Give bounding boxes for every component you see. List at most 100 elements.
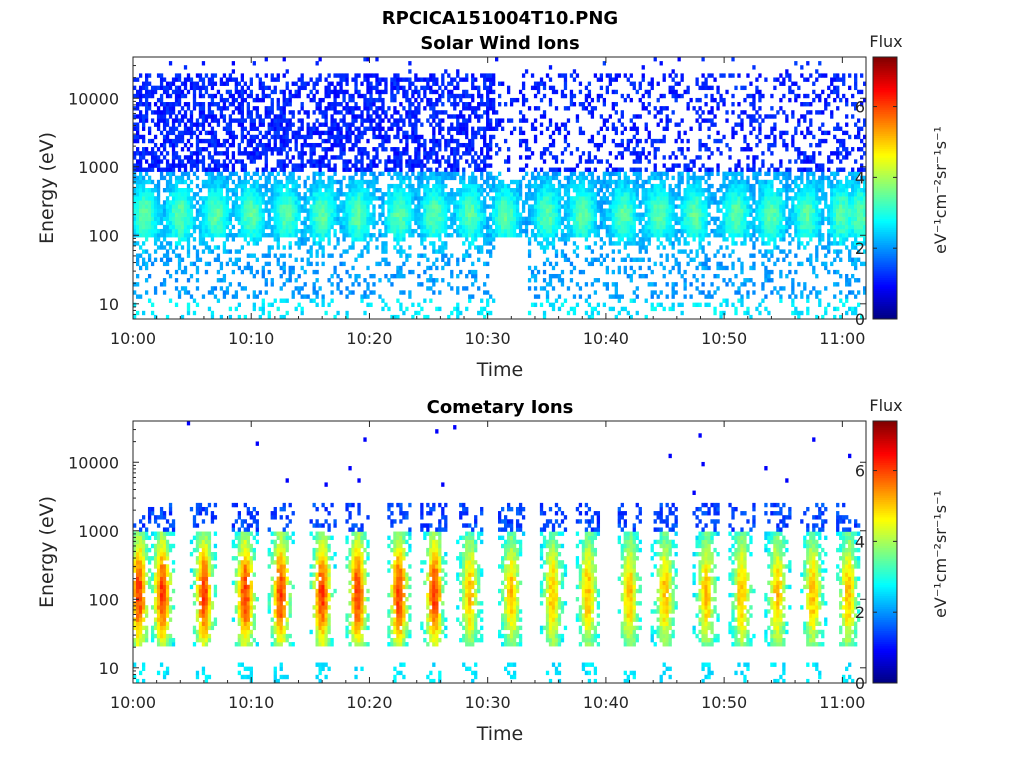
heatmap-cell [351, 175, 355, 181]
heatmap-cell [456, 188, 460, 193]
heatmap-cell [243, 147, 247, 152]
heatmap-cell [515, 204, 520, 209]
heatmap-cell [599, 216, 604, 222]
heatmap-cell [246, 192, 250, 197]
heatmap-cell [566, 224, 571, 230]
heatmap-cell [168, 216, 173, 222]
heatmap-cell [207, 233, 212, 238]
heatmap-cell [620, 204, 624, 209]
heatmap-cell [593, 278, 598, 283]
heatmap-cell [399, 228, 403, 234]
heatmap-cell [581, 196, 586, 201]
heatmap-cell [438, 196, 442, 201]
heatmap-cell [243, 126, 247, 131]
heatmap-cell [156, 233, 161, 238]
heatmap-cell [378, 106, 382, 111]
heatmap-cell [617, 269, 621, 275]
heatmap-cell [423, 77, 427, 82]
heatmap-cell [518, 126, 523, 131]
heatmap-cell [471, 130, 475, 136]
heatmap-cell [393, 212, 397, 217]
heatmap-cell [141, 134, 146, 140]
heatmap-cell [333, 155, 337, 160]
heatmap-cell [462, 200, 466, 205]
heatmap-cell [318, 208, 322, 213]
heatmap-cell [426, 188, 430, 193]
heatmap-cell [321, 97, 325, 103]
heatmap-cell [408, 102, 412, 107]
heatmap-cell [581, 183, 586, 189]
heatmap-cell [581, 151, 586, 156]
heatmap-cell [387, 208, 391, 213]
heatmap-cell [321, 130, 325, 136]
heatmap-cell [509, 188, 514, 193]
heatmap-cell [471, 138, 475, 144]
heatmap-cell [318, 228, 322, 234]
heatmap-cell [620, 294, 624, 299]
heatmap-cell [596, 147, 601, 152]
heatmap-cell [551, 306, 556, 312]
heatmap-cell [180, 147, 185, 152]
heatmap-cell [408, 216, 412, 222]
heatmap-cell [330, 102, 334, 107]
heatmap-cell [357, 228, 361, 234]
heatmap-cell [138, 183, 143, 189]
heatmap-cell [330, 290, 334, 295]
heatmap-cell [396, 249, 400, 254]
heatmap-cell [602, 61, 607, 66]
heatmap-cell [492, 179, 496, 185]
heatmap-cell [135, 212, 140, 217]
heatmap-cell [450, 77, 454, 82]
heatmap-cell [512, 233, 517, 238]
heatmap-cell [315, 171, 319, 177]
heatmap-cell [435, 188, 439, 193]
heatmap-cell [429, 97, 433, 103]
heatmap-cell [381, 212, 385, 217]
heatmap-cell [291, 224, 295, 230]
heatmap-cell [515, 97, 520, 103]
heatmap-cell [168, 106, 173, 111]
heatmap-cell [330, 126, 334, 131]
heatmap-cell [303, 134, 307, 140]
heatmap-cell [192, 237, 197, 242]
heatmap-cell [240, 93, 244, 99]
heatmap-cell [243, 286, 247, 291]
heatmap-cell [614, 155, 618, 160]
heatmap-cell [554, 126, 559, 131]
heatmap-cell [518, 179, 523, 185]
heatmap-cell [369, 179, 373, 185]
heatmap-cell [390, 97, 394, 103]
heatmap-cell [312, 183, 316, 189]
heatmap-cell [360, 175, 364, 181]
heatmap-cell [471, 147, 475, 152]
heatmap-cell [183, 265, 188, 271]
heatmap-cell [243, 196, 247, 201]
heatmap-cell [542, 249, 547, 254]
heatmap-cell [309, 163, 313, 168]
heatmap-cell [336, 241, 340, 246]
heatmap-cell [309, 126, 313, 131]
heatmap-cell [213, 102, 218, 107]
heatmap-cell [282, 233, 286, 238]
heatmap-cell [587, 294, 592, 299]
heatmap-cell [312, 126, 316, 131]
heatmap-cell [297, 204, 301, 209]
heatmap-cell [162, 89, 167, 95]
heatmap-cell [545, 73, 550, 78]
heatmap-cell [393, 216, 397, 222]
heatmap-cell [453, 163, 457, 168]
heatmap-cell [336, 155, 340, 160]
heatmap-cell [453, 114, 457, 119]
heatmap-cell [267, 253, 271, 258]
heatmap-cell [569, 171, 574, 177]
heatmap-cell [312, 85, 316, 91]
heatmap-cell [551, 233, 556, 238]
heatmap-cell [171, 204, 176, 209]
heatmap-cell [512, 204, 517, 209]
heatmap-cell [396, 216, 400, 222]
heatmap-cell [477, 196, 481, 201]
heatmap-cell [617, 196, 621, 201]
heatmap-cell [608, 224, 612, 230]
heatmap-cell [566, 106, 571, 111]
heatmap-cell [480, 249, 484, 254]
